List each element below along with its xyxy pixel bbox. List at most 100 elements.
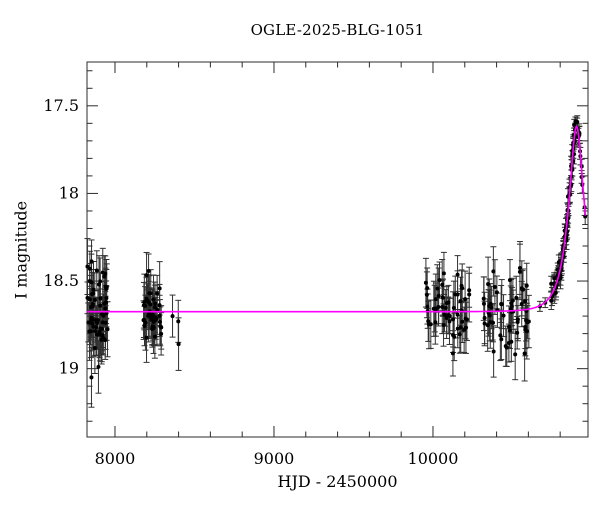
data-point	[98, 296, 103, 301]
data-point	[463, 297, 468, 302]
data-point	[150, 312, 155, 317]
data-point	[146, 268, 151, 273]
data-point	[491, 269, 496, 274]
data-point	[436, 305, 441, 310]
data-point	[444, 315, 449, 320]
tick-labels: 8000 9000 10000 17.5 18 18.5 19	[43, 96, 458, 468]
data-point	[96, 282, 101, 287]
data-point	[460, 319, 465, 324]
data-point	[94, 332, 99, 337]
data-point	[515, 320, 520, 325]
data-point	[102, 301, 107, 306]
data-point	[88, 329, 93, 334]
data-point	[451, 305, 456, 310]
data-point	[89, 259, 94, 264]
x-tick-label: 9000	[254, 449, 295, 468]
data-point	[151, 324, 156, 329]
plot-frame	[86, 61, 589, 438]
data-point	[92, 346, 97, 351]
error-bars	[84, 115, 589, 408]
data-point	[458, 299, 463, 304]
data-point	[517, 269, 522, 274]
data-point	[491, 349, 496, 354]
data-point	[149, 317, 154, 322]
data-point	[153, 301, 158, 306]
data-point	[101, 335, 106, 340]
data-point	[86, 320, 91, 325]
data-point	[513, 352, 518, 357]
data-point	[452, 334, 457, 339]
data-point	[426, 319, 431, 324]
data-point	[555, 267, 560, 272]
axis-ticks	[87, 62, 588, 437]
data-point	[85, 295, 90, 300]
data-point	[91, 287, 96, 292]
data-point	[523, 299, 528, 304]
data-point	[457, 332, 462, 337]
data-point	[486, 282, 491, 287]
data-point	[425, 304, 430, 309]
x-tick-label: 10000	[408, 449, 459, 468]
data-point	[103, 284, 108, 289]
data-point	[93, 318, 98, 323]
data-point	[102, 274, 107, 279]
data-point	[506, 341, 511, 346]
data-point	[507, 328, 512, 333]
y-tick-label: 18.5	[43, 271, 79, 290]
data-point	[499, 302, 504, 307]
data-point	[157, 286, 162, 291]
data-point	[522, 351, 527, 356]
data-point	[487, 313, 492, 318]
data-point	[458, 325, 463, 330]
data-point	[98, 279, 103, 284]
data-point	[104, 296, 109, 301]
data-point	[176, 342, 181, 347]
data-point	[583, 214, 588, 219]
data-point	[549, 298, 554, 303]
data-point	[498, 333, 503, 338]
x-axis-label: HJD - 2450000	[277, 472, 398, 491]
data-point	[96, 364, 101, 369]
data-point	[492, 285, 497, 290]
data-point	[100, 270, 105, 275]
data-point	[455, 272, 460, 277]
data-point	[92, 297, 97, 302]
data-point	[441, 323, 446, 328]
data-point	[90, 321, 95, 326]
model-curve	[87, 125, 587, 313]
data-point	[509, 301, 514, 306]
data-point	[519, 302, 524, 307]
data-point	[514, 295, 519, 300]
data-point	[152, 305, 157, 310]
data-point	[444, 300, 449, 305]
y-tick-label: 18	[59, 183, 79, 202]
data-point	[459, 283, 464, 288]
data-point	[157, 313, 162, 318]
data-point	[141, 303, 146, 308]
data-point	[549, 281, 554, 286]
data-point	[501, 313, 506, 318]
data-point	[103, 306, 108, 311]
data-point	[157, 319, 162, 324]
data-point	[144, 273, 149, 278]
data-point	[490, 320, 495, 325]
data-point	[481, 301, 486, 306]
data-point	[451, 317, 456, 322]
data-point	[144, 335, 149, 340]
data-point	[447, 314, 452, 319]
data-point	[524, 283, 529, 288]
data-point	[507, 278, 512, 283]
data-point	[147, 291, 152, 296]
data-point	[572, 122, 577, 127]
data-point	[507, 324, 512, 329]
data-point	[87, 266, 92, 271]
data-point	[426, 322, 431, 327]
data-point	[441, 271, 446, 276]
data-point	[440, 305, 445, 310]
data-point	[455, 312, 460, 317]
data-point	[146, 313, 151, 318]
data-point	[97, 332, 102, 337]
data-point	[523, 325, 528, 330]
data-point	[105, 327, 110, 332]
